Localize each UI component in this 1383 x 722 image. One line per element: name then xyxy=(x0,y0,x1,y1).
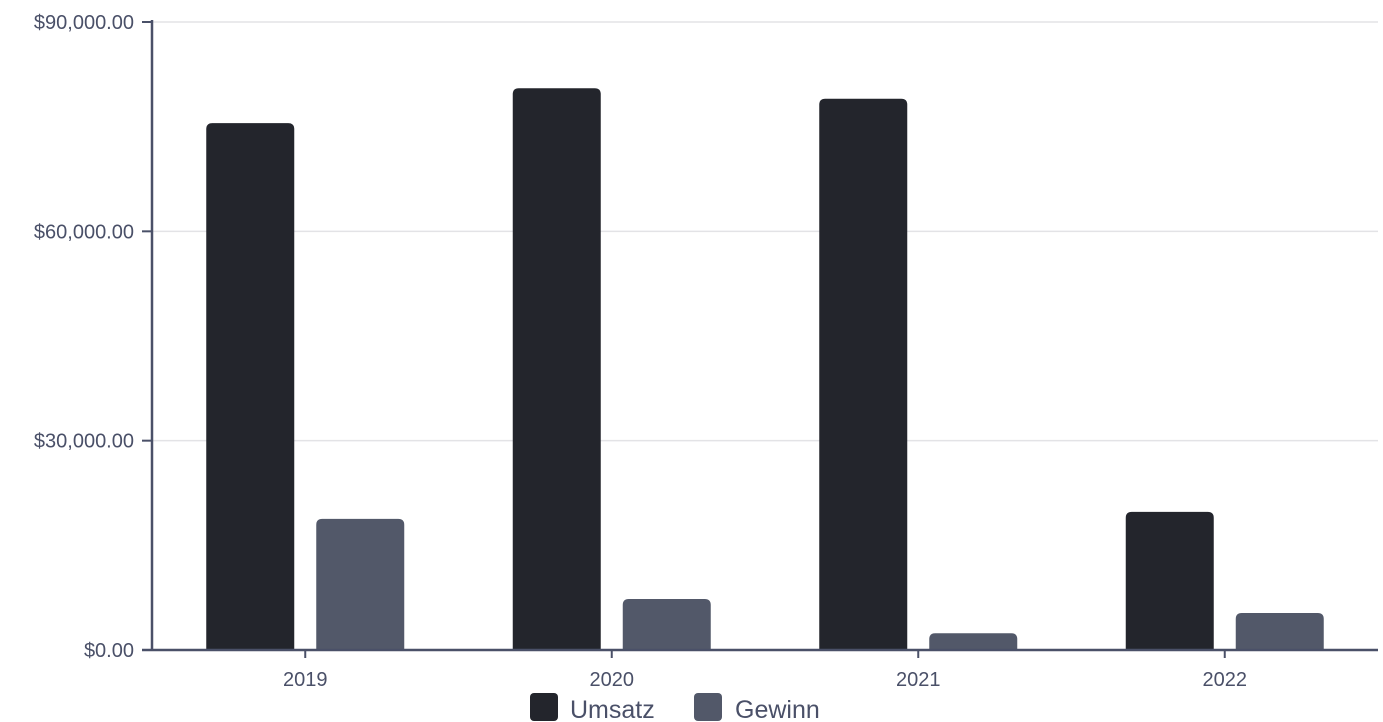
y-tick-label: $0.00 xyxy=(84,640,134,662)
legend-swatch-gewinn xyxy=(694,693,722,721)
legend-label-umsatz: Umsatz xyxy=(570,696,655,722)
bar-umsatz-2020 xyxy=(512,88,601,651)
bar-umsatz-2019 xyxy=(206,123,295,650)
x-tick-label: 2020 xyxy=(590,669,635,691)
x-axis-ticks: 2019 2020 2021 2022 xyxy=(283,650,1247,691)
legend-label-gewinn: Gewinn xyxy=(735,696,820,722)
legend-swatch-umsatz xyxy=(530,693,558,721)
legend: Umsatz Gewinn xyxy=(530,693,820,722)
bar-gewinn-2019 xyxy=(316,518,405,650)
bar-gewinn-2021 xyxy=(929,633,1018,650)
x-tick-label: 2019 xyxy=(283,669,328,691)
bar-gewinn-2022 xyxy=(1235,613,1324,650)
y-tick-label: $30,000.00 xyxy=(34,431,134,453)
y-tick-label: $90,000.00 xyxy=(34,12,134,34)
bar-umsatz-2021 xyxy=(819,98,908,650)
y-axis-ticks: $0.00 $30,000.00 $60,000.00 $90,000.00 xyxy=(34,12,152,662)
axes xyxy=(142,20,1378,652)
bars xyxy=(206,88,1324,651)
gridlines xyxy=(152,21,1378,442)
y-tick-label: $60,000.00 xyxy=(34,221,134,243)
bar-umsatz-2022 xyxy=(1125,511,1214,650)
x-tick-label: 2021 xyxy=(896,669,941,691)
x-tick-label: 2022 xyxy=(1203,669,1248,691)
bar-gewinn-2020 xyxy=(622,599,711,650)
